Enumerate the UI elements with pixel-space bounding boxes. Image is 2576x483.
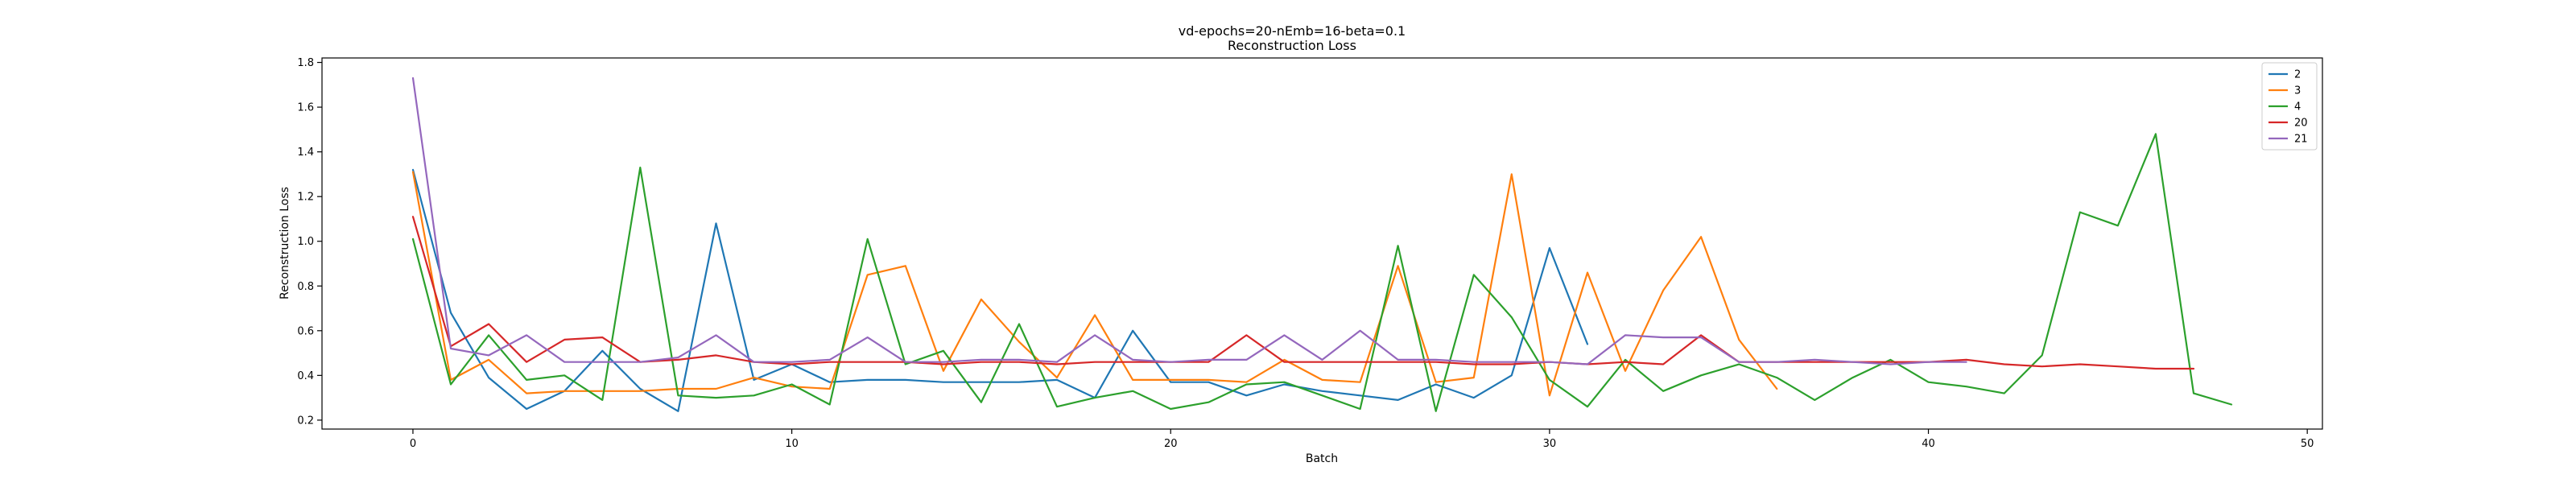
y-tick-label: 1.8 [297,57,314,69]
legend-box [2261,62,2318,151]
x-axis: 0 10 20 30 40 50 [410,429,2314,450]
legend-label-20: 20 [2294,118,2308,130]
x-tick-label: 30 [1543,438,1557,450]
plot-frame [321,57,2323,430]
series-line-20 [411,216,2195,370]
y-tick-label: 1.2 [297,192,314,204]
y-tick-label: 0.2 [297,415,314,427]
y-tick-label: 0.4 [297,370,314,382]
plot-area [321,57,2323,430]
legend-label-3: 3 [2294,85,2301,97]
x-tick-label: 20 [1164,438,1178,450]
y-tick-label: 1.0 [297,236,314,248]
x-axis-label: Batch [1306,452,1338,465]
y-axis-label: Reconstruction Loss [279,187,291,299]
y-tick-label: 0.6 [297,325,314,337]
series-line-21 [411,76,1967,365]
y-tick-label: 1.4 [297,147,314,159]
chart-subtitle: Reconstruction Loss [1228,38,1356,53]
legend-label-21: 21 [2294,134,2308,146]
legend-label-2: 2 [2294,69,2301,81]
series-group [411,76,2233,412]
y-axis: 0.2 0.4 0.6 0.8 1.0 1.2 1.4 1.6 1.8 [297,57,322,427]
x-tick-label: 0 [410,438,416,450]
series-line-3 [411,171,1778,397]
legend: 2 3 4 20 21 [2261,62,2318,151]
chart-title: vd-epochs=20-nEmb=16-beta=0.1 [1179,23,1406,39]
series-line-4 [411,133,2233,412]
x-tick-label: 10 [785,438,799,450]
x-tick-label: 40 [1922,438,1935,450]
y-tick-label: 1.6 [297,102,314,114]
y-tick-label: 0.8 [297,281,314,293]
x-tick-label: 50 [2301,438,2314,450]
legend-label-4: 4 [2294,101,2301,114]
